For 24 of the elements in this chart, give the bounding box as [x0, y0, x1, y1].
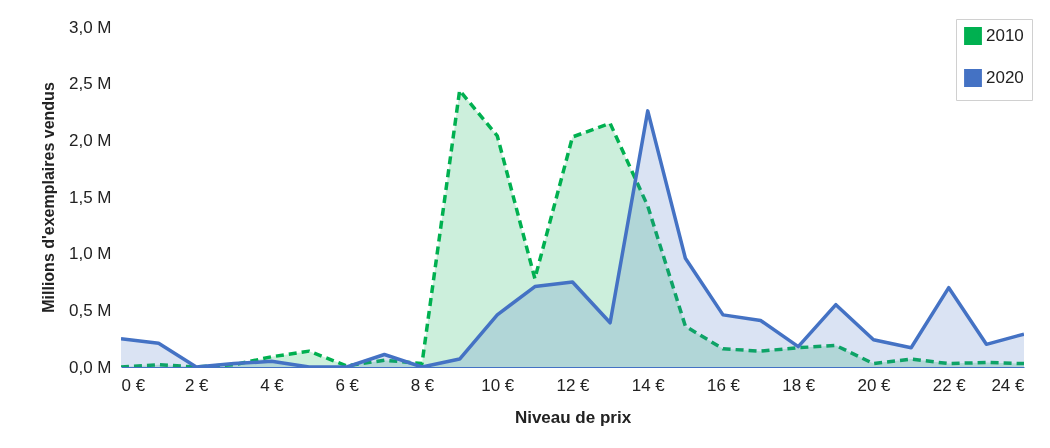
x-tick-label: 4 €	[260, 375, 285, 395]
y-tick-label: 1,5 M	[68, 187, 112, 207]
x-tick-label: 8 €	[410, 375, 435, 395]
y-tick-label: 0,0 M	[68, 357, 112, 377]
x-tick-label: 10 €	[481, 375, 515, 395]
x-tick-label: 22 €	[932, 375, 967, 395]
x-tick-label: 14 €	[631, 375, 666, 395]
x-axis-title: Niveau de prix	[514, 407, 632, 427]
x-tick-label: 6 €	[335, 375, 360, 395]
y-axis-title: Millions d'exemplaires vendus	[39, 82, 57, 313]
y-tick-label: 2,5 M	[68, 74, 112, 94]
x-tick-label: 12 €	[556, 375, 591, 395]
x-tick-label: 16 €	[706, 375, 741, 395]
x-tick-label: 2 €	[184, 375, 210, 395]
legend-label: 2010	[986, 26, 1024, 45]
x-tick-label: 18 €	[782, 375, 816, 395]
x-tick-label: 20 €	[857, 375, 892, 395]
y-tick-label: 3,0 M	[68, 17, 112, 37]
x-tick-label: 24 €	[991, 375, 1026, 395]
legend-label: 2020	[986, 68, 1024, 87]
y-tick-label: 0,5 M	[68, 300, 112, 320]
y-tick-label: 1,0 M	[68, 244, 112, 264]
x-tick-label: 0 €	[121, 375, 146, 395]
y-tick-label: 2,0 M	[68, 130, 112, 150]
